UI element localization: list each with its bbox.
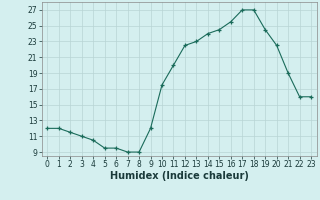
X-axis label: Humidex (Indice chaleur): Humidex (Indice chaleur) <box>110 171 249 181</box>
